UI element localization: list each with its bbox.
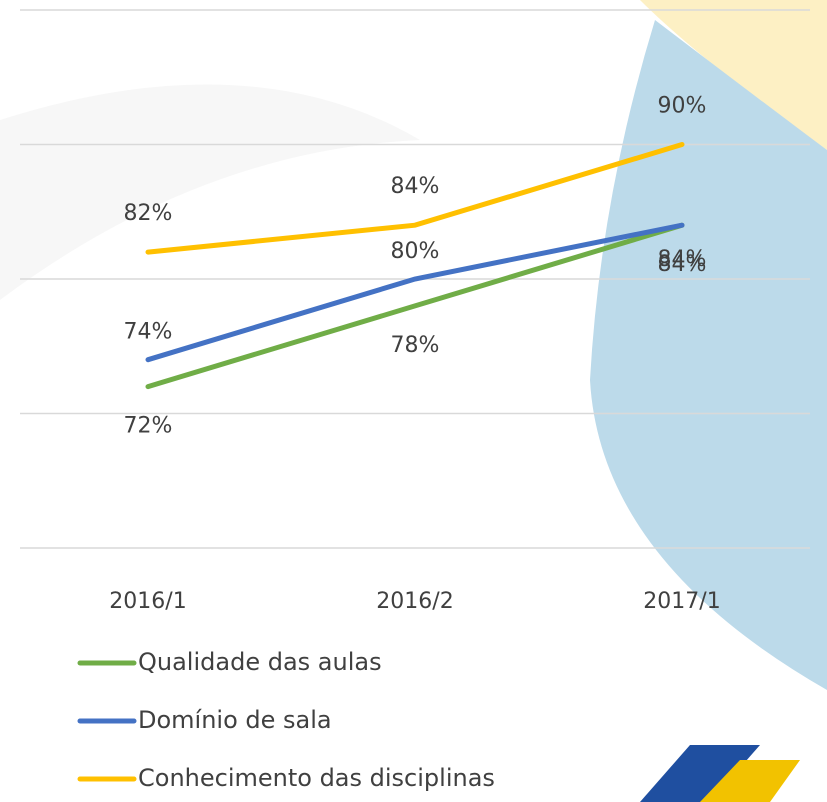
data-label: 84% (658, 247, 707, 272)
legend-label: Conhecimento das disciplinas (138, 764, 495, 792)
legend-label: Qualidade das aulas (138, 648, 382, 676)
background-shape (0, 84, 420, 300)
data-label: 74% (124, 320, 173, 345)
legend-label: Domínio de sala (138, 706, 332, 734)
page: {"chart_data": {"type": "line", "categor… (0, 0, 827, 802)
logo (640, 745, 800, 802)
data-label: 84% (391, 174, 440, 199)
x-tick-label: 2016/2 (376, 589, 453, 614)
data-label: 90% (658, 94, 707, 119)
data-label: 72% (124, 414, 173, 439)
data-label: 80% (391, 239, 440, 264)
x-tick-label: 2017/1 (643, 589, 720, 614)
data-label: 78% (391, 333, 440, 358)
data-label: 82% (124, 201, 173, 226)
chart: 2016/1 2016/2 2017/1 72% 78% 84% Qualidade das… (0, 0, 827, 802)
x-tick-label: 2016/1 (109, 589, 186, 614)
